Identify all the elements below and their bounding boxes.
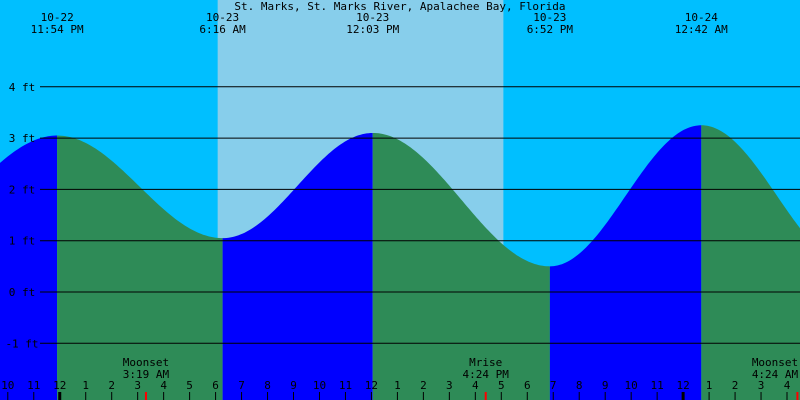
hour-tick-label: 7 — [238, 379, 245, 392]
height-tick-label: 4 ft — [9, 81, 36, 94]
hour-tick-label: 9 — [290, 379, 297, 392]
height-gridlines — [40, 86, 800, 344]
midnight-marker — [58, 392, 62, 400]
height-axis-labels: 4 ft 3 ft 2 ft 1 ft 0 ft -1 ft — [5, 81, 38, 350]
moon-event-time: 3:19 AM — [123, 368, 170, 381]
hour-tick-label: 12 — [676, 379, 689, 392]
height-tick-label: 2 ft — [9, 183, 36, 196]
hour-tick-label: 3 — [758, 379, 765, 392]
height-tick-label: 1 ft — [9, 235, 36, 248]
moon-event-time: 4:24 AM — [752, 368, 799, 381]
extreme-time-label: 12:03 PM — [346, 23, 399, 36]
hour-tick-label: 3 — [134, 379, 141, 392]
extreme-time-label: 12:42 AM — [675, 23, 728, 36]
moon-event-time: 4:24 PM — [463, 368, 510, 381]
chart-title: St. Marks, St. Marks River, Apalachee Ba… — [234, 0, 565, 13]
hour-tick-label: 12 — [365, 379, 378, 392]
rising-tide-area — [549, 125, 702, 400]
hour-tick-label: 8 — [576, 379, 583, 392]
falling-tide-area — [57, 135, 223, 400]
hour-tick-label: 3 — [446, 379, 453, 392]
hour-tick-label: 2 — [108, 379, 115, 392]
hour-tick-label: 9 — [602, 379, 609, 392]
hour-tick-label: 12 — [53, 379, 66, 392]
midnight-marker — [681, 392, 685, 400]
moon-event-label: Mrise — [469, 356, 502, 369]
hour-tick-label: 7 — [550, 379, 557, 392]
height-tick-label: 3 ft — [9, 132, 36, 145]
extreme-date-label: 10-23 — [356, 11, 389, 24]
hour-tick-label: 5 — [498, 379, 505, 392]
tide-areas — [0, 125, 800, 400]
extreme-time-label: 6:16 AM — [199, 23, 246, 36]
extreme-date-label: 10-23 — [206, 11, 239, 24]
rising-tide-area — [0, 135, 58, 400]
extreme-date-label: 10-23 — [533, 11, 566, 24]
hour-tick-label: 10 — [625, 379, 638, 392]
falling-tide-area — [372, 133, 550, 400]
height-tick-label: 0 ft — [9, 286, 36, 299]
hour-tick-label: 11 — [339, 379, 352, 392]
hour-tick-label: 2 — [732, 379, 739, 392]
falling-tide-area — [701, 125, 800, 400]
height-tick-label: -1 ft — [5, 337, 38, 350]
hour-axis: 10 11 12 1 2 3 4 5 6 7 8 9 10 11 12 1 2 3 4 5 6 7 8 9 10 11 12 1 2 3 4… — [1, 379, 799, 400]
hour-tick-label: 2 — [420, 379, 427, 392]
hour-tick-label: 10 — [313, 379, 326, 392]
hour-tick-label: 11 — [27, 379, 40, 392]
hour-tick-label: 1 — [706, 379, 713, 392]
hour-tick-label: 6 — [212, 379, 219, 392]
hour-tick-label: 5 — [186, 379, 193, 392]
moon-event-label: Moonset — [752, 356, 798, 369]
hour-tick-label: 4 — [784, 379, 791, 392]
rising-tide-area — [222, 133, 373, 400]
hour-tick-label: 10 — [1, 379, 14, 392]
hour-tick-label: 6 — [524, 379, 531, 392]
extreme-date-label: 10-22 — [41, 11, 74, 24]
hour-tick-label: 11 — [651, 379, 664, 392]
extreme-time-label: 6:52 PM — [527, 23, 574, 36]
hour-tick-label: 1 — [394, 379, 401, 392]
extreme-date-label: 10-24 — [685, 11, 718, 24]
moon-event-label: Moonset — [123, 356, 169, 369]
hour-tick-label: 8 — [264, 379, 271, 392]
hour-tick-label: 1 — [82, 379, 89, 392]
hour-tick-label: 4 — [472, 379, 479, 392]
extreme-time-label: 11:54 PM — [31, 23, 84, 36]
hour-tick-label: 4 — [160, 379, 167, 392]
